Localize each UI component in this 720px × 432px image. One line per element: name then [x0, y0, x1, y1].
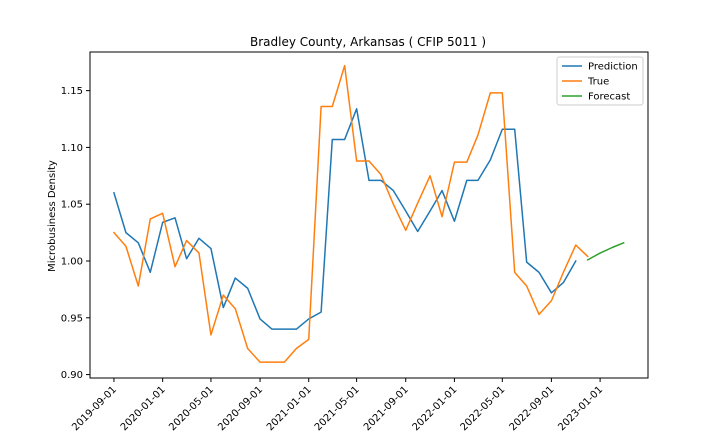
- legend-label-true: True: [587, 77, 609, 88]
- x-tick-label: 2019-09-01: [70, 384, 119, 432]
- y-tick-label: 1.05: [61, 200, 83, 211]
- series-line-prediction: [113, 108, 577, 330]
- y-tick-label: 1.00: [61, 257, 83, 268]
- series-line-true: [112, 64, 589, 363]
- y-tick-label: 1.10: [61, 143, 83, 154]
- x-tick-label: 2022-05-01: [459, 384, 508, 432]
- x-tick-label: 2021-05-01: [313, 384, 362, 432]
- x-tick-label: 2022-01-01: [411, 384, 460, 432]
- x-tick-label: 2021-09-01: [362, 384, 411, 432]
- chart-title: Bradley County, Arkansas ( CFIP 5011 ): [250, 35, 486, 49]
- x-tick-label: 2021-01-01: [265, 384, 314, 432]
- legend-label-forecast: Forecast: [588, 92, 630, 103]
- y-tick-label: 0.90: [61, 370, 83, 381]
- legend: Prediction True Forecast: [556, 56, 644, 106]
- legend-box: [556, 56, 644, 106]
- legend-label-prediction: Prediction: [588, 62, 638, 73]
- series-line-forecast: [586, 241, 625, 261]
- y-tick-label: 0.95: [61, 313, 83, 324]
- x-tick-label: 2022-09-01: [508, 384, 557, 432]
- x-tick-label: 2020-09-01: [216, 384, 265, 432]
- x-tick-label: 2020-05-01: [167, 384, 216, 432]
- y-axis-label: Microbusiness Density: [47, 160, 58, 272]
- x-tick-label: 2020-01-01: [119, 384, 168, 432]
- x-tick-label: 2023-01-01: [556, 384, 605, 432]
- plot-area-frame: [89, 51, 649, 379]
- y-tick-label: 1.15: [61, 86, 83, 97]
